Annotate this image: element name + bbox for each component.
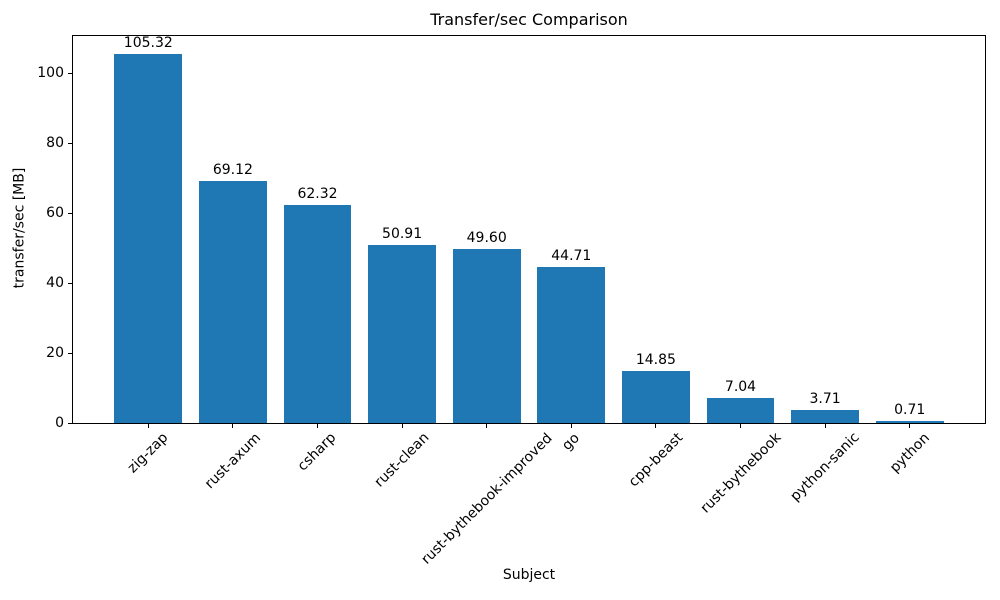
x-tick bbox=[909, 424, 911, 428]
bar-value-label: 105.32 bbox=[123, 35, 173, 52]
bar bbox=[791, 410, 859, 423]
x-tick-label: zig-zap bbox=[124, 429, 172, 477]
y-tick-label: 40 bbox=[46, 275, 64, 292]
bar-value-label: 44.71 bbox=[551, 247, 592, 264]
bar-value-label: 49.60 bbox=[466, 230, 507, 247]
x-tick-label: rust-clean bbox=[371, 429, 433, 491]
x-tick bbox=[740, 424, 741, 428]
x-tick bbox=[316, 424, 318, 428]
x-tick-label: rust-bythebook-improved bbox=[418, 429, 556, 568]
y-tick bbox=[68, 352, 72, 354]
x-tick-label: rust-axum bbox=[201, 430, 264, 493]
x-tick bbox=[655, 424, 657, 428]
y-axis-label: transfer/sec [MB] bbox=[11, 167, 28, 289]
x-tick bbox=[232, 424, 234, 428]
y-tick-label: 100 bbox=[37, 65, 64, 82]
y-tick bbox=[68, 422, 72, 424]
bar bbox=[452, 249, 521, 423]
y-tick-label: 0 bbox=[55, 415, 64, 431]
bar-value-label: 0.71 bbox=[894, 401, 926, 418]
bar-value-label: 69.12 bbox=[212, 162, 253, 179]
x-tick-label: csharp bbox=[295, 429, 340, 475]
y-tick-label: 80 bbox=[46, 135, 64, 152]
bar-value-label: 7.04 bbox=[724, 379, 757, 396]
y-tick bbox=[68, 142, 72, 144]
chart-title: Transfer/sec Comparison bbox=[430, 10, 628, 29]
x-tick bbox=[824, 424, 826, 428]
x-axis-label: Subject bbox=[502, 567, 556, 583]
bar-value-label: 50.91 bbox=[382, 225, 423, 242]
bar-value-label: 62.32 bbox=[297, 185, 338, 202]
bar-value-label: 14.85 bbox=[635, 352, 676, 369]
x-tick-label: go bbox=[559, 429, 584, 454]
bar bbox=[199, 181, 267, 423]
bar bbox=[114, 54, 183, 423]
y-tick bbox=[68, 72, 72, 74]
bar bbox=[283, 204, 352, 423]
bar-value-label: 3.71 bbox=[809, 391, 841, 408]
x-tick-label: cpp-beast bbox=[625, 429, 687, 491]
x-tick bbox=[147, 424, 149, 428]
x-tick bbox=[570, 424, 572, 428]
bar bbox=[537, 266, 606, 423]
y-tick bbox=[68, 212, 72, 214]
x-tick-label: python bbox=[886, 429, 933, 476]
bar bbox=[706, 398, 775, 423]
bar bbox=[875, 420, 944, 423]
plot-area bbox=[72, 35, 986, 424]
x-tick bbox=[401, 424, 403, 428]
x-tick bbox=[486, 424, 488, 428]
y-tick bbox=[68, 282, 72, 284]
bar bbox=[622, 371, 690, 423]
x-tick-label: rust-bythebook bbox=[697, 430, 784, 517]
y-tick-label: 60 bbox=[46, 205, 64, 222]
bar bbox=[368, 244, 436, 423]
x-tick-label: python-sanic bbox=[787, 429, 863, 506]
y-tick-label: 20 bbox=[46, 345, 64, 361]
